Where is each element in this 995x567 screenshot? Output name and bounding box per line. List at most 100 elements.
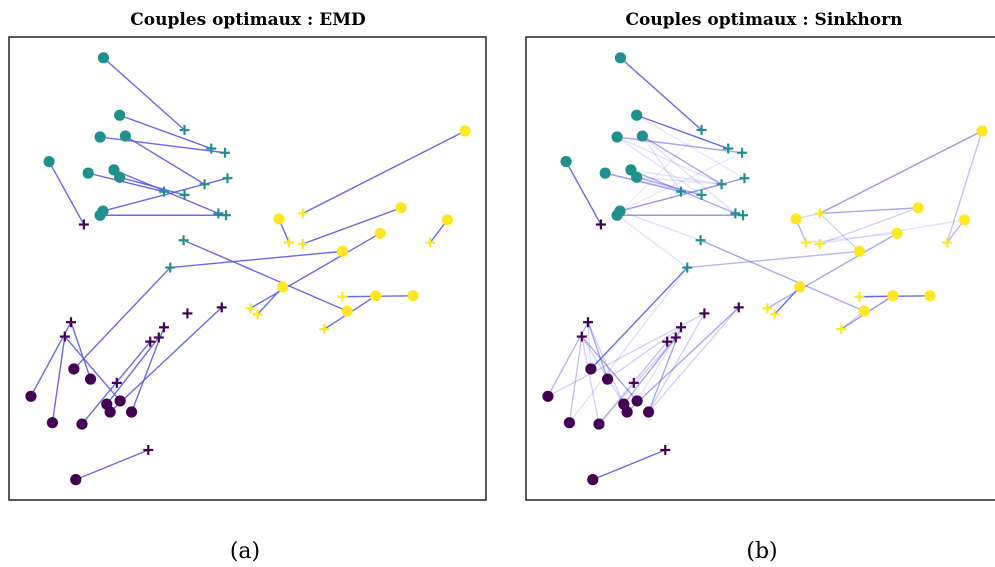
coupling-link <box>302 130 466 215</box>
target-point <box>179 189 190 200</box>
target-point <box>662 336 673 347</box>
source-point <box>621 406 633 418</box>
source-point <box>68 363 80 375</box>
coupling-link <box>125 135 205 185</box>
coupling-link <box>106 337 160 405</box>
target-point <box>576 331 587 342</box>
target-point <box>682 262 693 273</box>
source-point <box>560 155 572 168</box>
coupling-link <box>73 267 171 370</box>
coupling-link <box>581 336 638 402</box>
target-point <box>213 208 224 219</box>
target-point <box>583 317 594 328</box>
target-point <box>676 322 687 333</box>
source-point <box>395 202 407 214</box>
coupling-link <box>48 161 85 225</box>
source-point <box>70 474 82 486</box>
target-point <box>165 262 176 273</box>
source-point <box>114 171 126 183</box>
target-point <box>738 210 749 221</box>
coupling-link <box>605 172 702 196</box>
coupling-link <box>647 313 706 413</box>
target-point <box>297 208 308 219</box>
coupling-link <box>587 321 609 380</box>
coupling-link <box>641 135 682 193</box>
coupling-links-emd <box>30 57 466 481</box>
coupling-link <box>774 286 801 315</box>
target-point <box>159 322 170 333</box>
target-point <box>733 302 744 313</box>
target-point <box>716 179 727 190</box>
source-point <box>25 390 37 402</box>
source-point <box>119 130 131 142</box>
source-point <box>46 417 59 429</box>
target-point <box>159 186 170 197</box>
coupling-link <box>819 212 860 252</box>
source-point <box>94 131 106 143</box>
target-point <box>66 317 77 328</box>
target-point <box>739 173 750 184</box>
source-point <box>459 125 471 137</box>
coupling-link <box>617 136 743 154</box>
coupling-link <box>623 337 677 405</box>
coupling-link <box>100 136 226 154</box>
source-point <box>611 209 623 221</box>
target-point <box>179 125 190 136</box>
coupling-link <box>805 232 898 244</box>
source-point <box>76 418 88 430</box>
source-point <box>887 290 899 302</box>
coupling-link <box>581 336 600 425</box>
target-point <box>220 147 231 158</box>
source-point <box>336 245 349 257</box>
target-point <box>814 238 825 249</box>
source-point <box>636 130 648 142</box>
coupling-link <box>819 207 919 245</box>
source-point <box>273 213 285 225</box>
coupling-link <box>587 321 628 413</box>
target-point <box>695 235 706 246</box>
target-point <box>836 324 847 335</box>
coupling-link <box>648 306 740 413</box>
source-point <box>853 245 866 257</box>
source-point <box>587 474 599 486</box>
source-point <box>912 202 924 214</box>
coupling-link <box>257 286 284 315</box>
target-point <box>800 237 811 248</box>
coupling-link <box>581 336 625 405</box>
target-point <box>182 308 193 319</box>
coupling-link <box>605 172 682 193</box>
source-point <box>924 290 936 302</box>
source-point <box>631 395 643 407</box>
panel-sinkhorn: Couples optimaux : Sinkhorn (b) <box>525 10 995 564</box>
coupling-link <box>119 114 212 150</box>
target-point <box>676 186 687 197</box>
coupling-link <box>170 250 343 269</box>
source-point <box>790 213 802 225</box>
source-point <box>601 373 614 385</box>
target-point <box>283 237 294 248</box>
source-point <box>642 406 655 418</box>
source-point <box>794 281 806 293</box>
source-point <box>858 305 870 317</box>
coupling-link <box>642 135 722 185</box>
panel-title-sinkhorn: Couples optimaux : Sinkhorn <box>626 10 903 30</box>
plot-frame-emd <box>8 36 487 501</box>
panel-caption-b: (b) <box>746 539 777 564</box>
source-point <box>407 290 419 302</box>
target-point <box>252 309 263 320</box>
target-point <box>670 332 681 343</box>
source-point <box>542 390 554 402</box>
target-point <box>814 208 825 219</box>
source-point <box>563 417 576 429</box>
target-point <box>595 219 606 230</box>
target-point <box>221 210 232 221</box>
target-point <box>178 235 189 246</box>
coupling-link <box>819 130 983 215</box>
target-point <box>854 291 865 302</box>
target-point <box>153 332 164 343</box>
panel-title-emd: Couples optimaux : EMD <box>130 10 366 30</box>
source-point <box>611 131 623 143</box>
source-point <box>593 418 605 430</box>
target-point <box>337 291 348 302</box>
